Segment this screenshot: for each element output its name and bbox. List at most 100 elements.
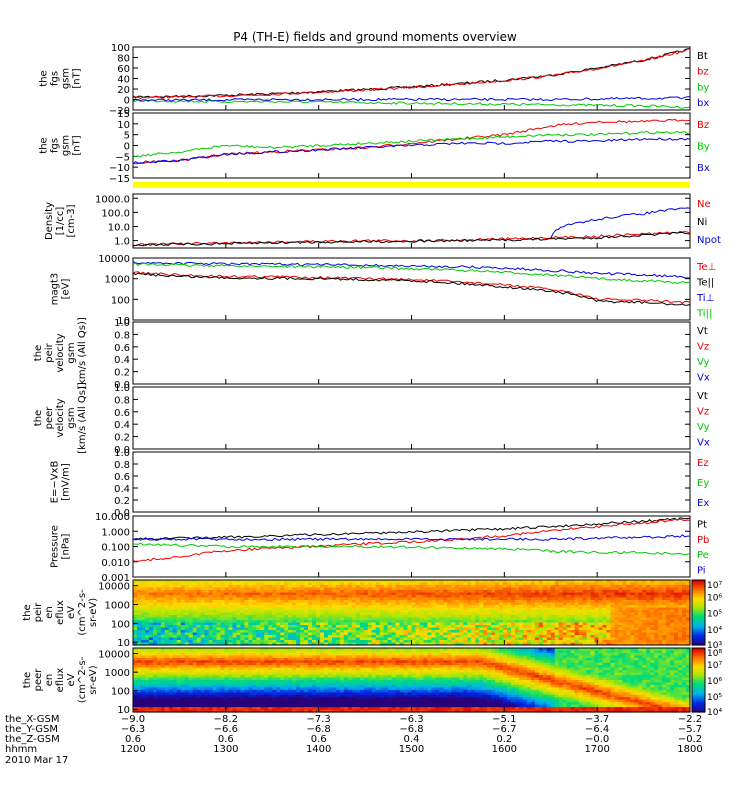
heatmap-cell	[574, 587, 580, 591]
heatmap-cell	[570, 642, 576, 646]
heatmap-cell	[491, 612, 496, 616]
heatmap-cell	[658, 602, 663, 606]
heatmap-cell	[276, 627, 281, 631]
heatmap-cell	[288, 612, 293, 616]
heatmap-cell	[439, 597, 444, 601]
heatmap-cell	[506, 602, 512, 606]
heatmap-cell	[280, 587, 285, 591]
heatmap-cell	[316, 655, 321, 659]
heatmap-cell	[638, 602, 643, 606]
heatmap-cell	[363, 612, 369, 616]
heatmap-cell	[403, 595, 409, 599]
heatmap-cell	[280, 592, 285, 596]
heatmap-cell	[423, 612, 429, 616]
heatmap-cell	[423, 640, 429, 644]
panel-frame	[132, 386, 691, 450]
heatmap-cell	[650, 660, 655, 664]
heatmap-cell	[200, 595, 206, 599]
heatmap-cell	[312, 615, 317, 619]
ylabel: the	[39, 137, 50, 153]
heatmap-cell	[224, 632, 230, 636]
heatmap-cell	[308, 660, 313, 664]
heatmap-cell	[136, 665, 142, 669]
heatmap-cell	[654, 630, 659, 634]
heatmap-cell	[292, 637, 297, 641]
heatmap-cell	[447, 640, 452, 644]
heatmap-cell	[280, 602, 285, 606]
heatmap-cell	[172, 595, 178, 599]
heatmap-cell	[228, 620, 234, 624]
heatmap-cell	[495, 662, 500, 666]
heatmap-cell	[542, 625, 548, 629]
heatmap-cell	[650, 582, 655, 586]
heatmap-cell	[423, 617, 429, 621]
heatmap-cell	[407, 657, 413, 661]
heatmap-cell	[626, 587, 631, 591]
heatmap-cell	[240, 655, 245, 659]
heatmap-cell	[288, 615, 293, 619]
heatmap-cell	[411, 627, 417, 631]
heatmap-cell	[415, 610, 421, 614]
heatmap-cell	[510, 622, 516, 626]
heatmap-cell	[670, 587, 675, 591]
heatmap-cell	[626, 580, 631, 584]
heatmap-cell	[228, 650, 234, 654]
heatmap-cell	[562, 635, 568, 639]
heatmap-cell	[216, 662, 222, 666]
heatmap-cell	[614, 597, 619, 601]
heatmap-cell	[682, 662, 687, 666]
heatmap-cell	[272, 622, 277, 626]
heatmap-cell	[582, 600, 588, 604]
heatmap-cell	[140, 602, 146, 606]
heatmap-cell	[578, 657, 584, 661]
heatmap-cell	[570, 602, 576, 606]
heatmap-cell	[415, 632, 421, 636]
heatmap-cell	[407, 652, 413, 656]
heatmap-cell	[558, 660, 564, 664]
heatmap-cell	[339, 595, 345, 599]
ytick-label: 0.0	[114, 380, 130, 391]
heatmap-cell	[427, 615, 432, 619]
heatmap-cell	[570, 652, 576, 656]
heatmap-cell	[419, 615, 425, 619]
heatmap-cell	[379, 625, 385, 629]
panel-9	[132, 579, 706, 646]
heatmap-cell	[566, 607, 572, 611]
heatmap-cell	[256, 650, 261, 654]
heatmap-cell	[272, 650, 277, 654]
heatmap-cell	[582, 605, 588, 609]
heatmap-cell	[534, 627, 540, 631]
heatmap-cell	[495, 602, 500, 606]
heatmap-cell	[622, 605, 627, 609]
heatmap-cell	[562, 595, 568, 599]
heatmap-cell	[363, 580, 369, 584]
heatmap-cell	[658, 610, 663, 614]
heatmap-cell	[471, 662, 476, 666]
heatmap-cell	[590, 610, 596, 614]
heatmap-cell	[495, 637, 500, 641]
heatmap-cell	[168, 662, 174, 666]
heatmap-cell	[431, 600, 436, 604]
heatmap-cell	[606, 657, 612, 661]
heatmap-cell	[204, 625, 210, 629]
heatmap-cell	[522, 648, 528, 652]
heatmap-cell	[546, 648, 552, 652]
heatmap-cell	[499, 605, 504, 609]
heatmap-cell	[327, 597, 333, 601]
heatmap-cell	[367, 655, 373, 659]
heatmap-cell	[670, 602, 675, 606]
heatmap-cell	[674, 590, 679, 594]
heatmap-cell	[140, 650, 146, 654]
series-by-line	[132, 130, 691, 158]
heatmap-cell	[256, 607, 261, 611]
heatmap-cell	[371, 627, 377, 631]
heatmap-cell	[578, 590, 584, 594]
heatmap-cell	[379, 635, 385, 639]
heatmap-cell	[495, 622, 500, 626]
heatmap-cell	[550, 607, 556, 611]
heatmap-cell	[598, 627, 604, 631]
heatmap-cell	[188, 625, 194, 629]
heatmap-cell	[319, 648, 325, 652]
heatmap-cell	[391, 612, 397, 616]
heatmap-cell	[682, 597, 687, 601]
